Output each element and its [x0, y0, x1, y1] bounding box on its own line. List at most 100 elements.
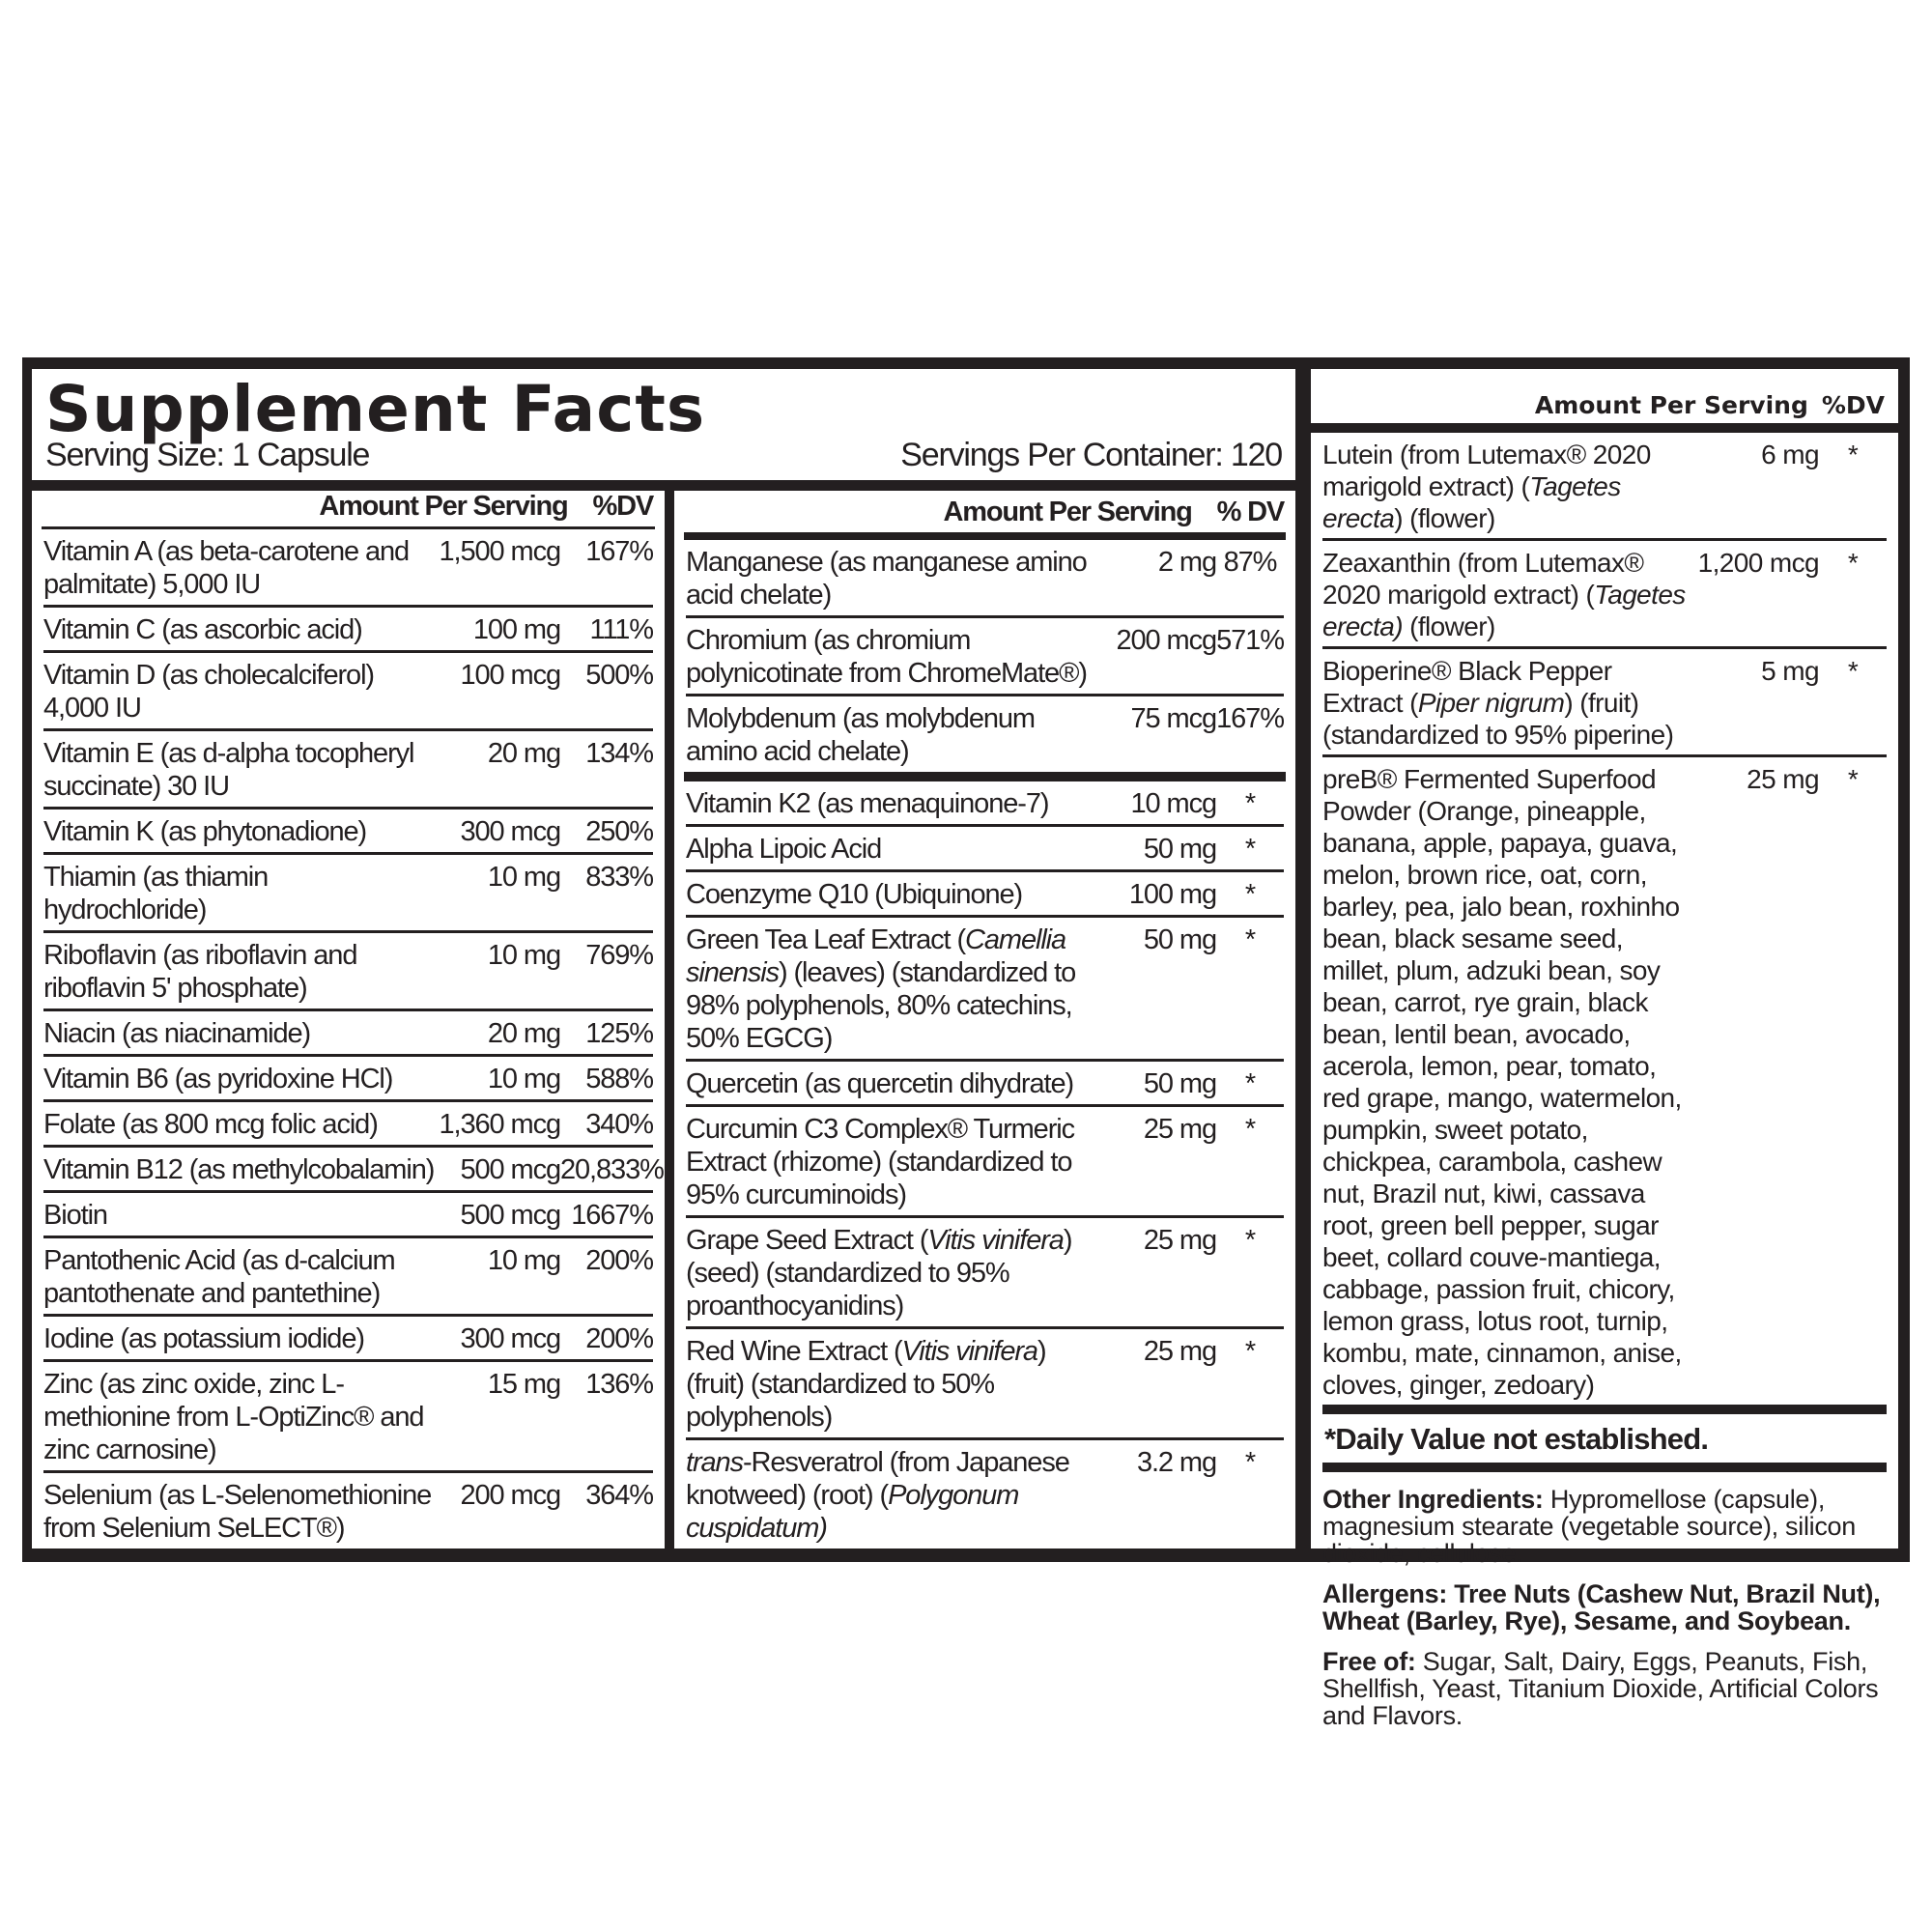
- column-3-header-panel: Amount Per Serving %DV: [1311, 369, 1898, 423]
- nutrient-name: Vitamin D (as cholecalciferol) 4,000 IU: [43, 659, 435, 724]
- nutrient-name: Folate (as 800 mcg folic acid): [43, 1108, 435, 1141]
- nutrient-name-italic: Tagetes erecta): [1322, 580, 1686, 641]
- nutrient-amount: 200 mcg: [1116, 625, 1217, 656]
- nutrient-row: Iodine (as potassium iodide) 300 mcg 200%: [43, 1317, 654, 1362]
- nutrient-name: Vitamin C (as ascorbic acid): [43, 613, 435, 646]
- nutrient-name-text: Green Tea Leaf Extract (: [686, 924, 966, 955]
- free-of: Free of: Sugar, Salt, Dairy, Eggs, Peanu…: [1322, 1648, 1887, 1729]
- nutrient-name: Vitamin E (as d-alpha tocopheryl succina…: [43, 737, 435, 803]
- nutrient-name-text: Red Wine Extract (: [686, 1336, 903, 1367]
- divider: [684, 531, 1286, 540]
- dv-header: %DV: [592, 491, 655, 522]
- nutrient-amount: 10 mg: [487, 1064, 561, 1094]
- nutrient-row: Molybdenum (as molybdenum amino acid che…: [686, 696, 1285, 772]
- nutrient-name: Biotin: [43, 1199, 435, 1232]
- nutrient-dv: *: [1847, 440, 1859, 469]
- nutrient-name: Vitamin K (as phytonadione): [43, 815, 435, 848]
- nutrient-name: Selenium (as L-Selenomethionine from Sel…: [43, 1479, 435, 1545]
- column-header: Amount Per Serving %DV: [43, 491, 655, 526]
- nutrient-row: Niacin (as niacinamide) 20 mg 125%: [43, 1011, 654, 1057]
- nutrient-rows: Manganese (as manganese amino acid chela…: [684, 540, 1286, 1548]
- nutrient-dv: *: [1244, 1447, 1256, 1478]
- nutrient-amount: 25 mg: [1747, 764, 1819, 794]
- nutrient-dv: 340%: [585, 1109, 654, 1140]
- nutrient-dv: 364%: [585, 1480, 654, 1511]
- free-of-text: Sugar, Salt, Dairy, Eggs, Peanuts, Fish,…: [1322, 1647, 1879, 1730]
- nutrient-amount: 100 mg: [472, 614, 561, 645]
- nutrient-dv: 200%: [585, 1245, 654, 1276]
- nutrient-row: Lutein (from Lutemax® 2020 marigold extr…: [1322, 433, 1887, 541]
- nutrient-name-italic: Vitis vinifera: [927, 1225, 1065, 1256]
- nutrient-dv: 571%: [1216, 625, 1285, 656]
- nutrient-row: Vitamin B12 (as methylcobalamin) 500 mcg 2…: [43, 1148, 665, 1193]
- allergens: Allergens: Tree Nuts (Cashew Nut, Brazil…: [1322, 1580, 1887, 1634]
- nutrient-row: Green Tea Leaf Extract (Camellia sinensi…: [686, 918, 1284, 1062]
- nutrient-row: Biotin 500 mcg 1667%: [43, 1193, 654, 1238]
- nutrient-dv: *: [1244, 924, 1256, 955]
- amount-header: Amount Per Serving: [943, 496, 1192, 527]
- nutrient-name-text: Manganese (as manganese amino acid chela…: [686, 547, 1088, 611]
- nutrient-name: Zinc (as zinc oxide, zinc L-methionine f…: [43, 1368, 435, 1466]
- nutrient-name-text: Biotin: [43, 1200, 108, 1231]
- nutrient-name-text: preB® Fermented Superfood Powder (Orange…: [1322, 764, 1682, 1400]
- nutrient-name: Pantothenic Acid (as d-calcium pantothen…: [43, 1244, 435, 1310]
- nutrient-row: Coenzyme Q10 (Ubiquinone) 100 mg *: [686, 872, 1284, 918]
- nutrient-name-text: Vitamin D (as cholecalciferol) 4,000 IU: [43, 660, 375, 724]
- nutrient-name-text: Vitamin B6 (as pyridoxine HCl): [43, 1064, 393, 1094]
- nutrient-name-italic: Polygonum cuspidatum): [686, 1480, 1019, 1544]
- nutrient-amount: 50 mg: [1143, 924, 1217, 955]
- nutrient-amount: 20 mg: [487, 738, 561, 769]
- nutrient-dv: *: [1244, 1068, 1256, 1099]
- nutrient-row: Riboflavin (as riboflavin and riboflavin…: [43, 933, 654, 1011]
- nutrient-amount: 25 mg: [1143, 1225, 1217, 1256]
- nutrient-name-text: Molybdenum (as molybdenum amino acid che…: [686, 703, 1036, 767]
- nutrient-name-text: Grape Seed Extract (: [686, 1225, 929, 1256]
- nutrient-name: Niacin (as niacinamide): [43, 1017, 435, 1050]
- nutrient-dv: 500%: [585, 660, 654, 691]
- nutrient-name-text: Niacin (as niacinamide): [43, 1018, 311, 1049]
- nutrient-name-text: -Resveratrol (from Japanese knotweed) (r…: [686, 1447, 1070, 1511]
- nutrient-name: Vitamin K2 (as menaquinone-7): [686, 787, 1100, 820]
- nutrient-amount: 300 mcg: [460, 1323, 561, 1354]
- nutrient-column-2: Amount Per Serving % DV Manganese (as ma…: [674, 491, 1295, 1548]
- nutrient-dv: 588%: [585, 1064, 654, 1094]
- nutrient-dv: 125%: [585, 1018, 654, 1049]
- nutrient-name: Vitamin B12 (as methylcobalamin): [43, 1153, 435, 1186]
- nutrient-amount: 1,500 mcg: [439, 536, 561, 567]
- supplement-facts-panel: Supplement Facts Serving Size: 1 Capsule…: [22, 357, 1910, 1729]
- nutrient-amount: 1,200 mcg: [1697, 548, 1820, 578]
- nutrient-rows: Lutein (from Lutemax® 2020 marigold extr…: [1322, 433, 1887, 1405]
- nutrient-name-text: Riboflavin (as riboflavin and riboflavin…: [43, 940, 357, 1004]
- nutrient-name-text: Vitamin A (as beta-carotene and palmitat…: [43, 536, 410, 600]
- nutrient-dv: *: [1244, 879, 1256, 910]
- amount-header: Amount Per Serving: [1534, 391, 1808, 419]
- nutrient-dv: 167%: [585, 536, 654, 567]
- nutrient-name: Vitamin A (as beta-carotene and palmitat…: [43, 535, 435, 601]
- free-of-label: Free of:: [1322, 1647, 1416, 1676]
- thick-divider: [684, 772, 1286, 781]
- nutrient-name: Iodine (as potassium iodide): [43, 1322, 435, 1355]
- nutrient-name: trans-Resveratrol (from Japanese knotwee…: [686, 1446, 1100, 1545]
- nutrient-name-text: Vitamin C (as ascorbic acid): [43, 614, 363, 645]
- nutrient-amount: 75 mcg: [1130, 703, 1218, 734]
- nutrient-name-text: ) (leaves) (standardized to 98% polyphen…: [686, 957, 1076, 1054]
- nutrient-row: Vitamin B6 (as pyridoxine HCl) 10 mg 588%: [43, 1057, 654, 1102]
- nutrient-dv: 769%: [585, 940, 654, 971]
- nutrient-row: Zeaxanthin (from Lutemax® 2020 marigold …: [1322, 541, 1887, 649]
- nutrient-dv: *: [1847, 656, 1859, 686]
- nutrient-row: Vitamin E (as d-alpha tocopheryl succina…: [43, 731, 654, 810]
- nutrient-name-text: Chromium (as chromium polynicotinate fro…: [686, 625, 1088, 689]
- nutrient-name: Molybdenum (as molybdenum amino acid che…: [686, 702, 1100, 768]
- nutrient-name-italic: trans: [686, 1447, 744, 1478]
- nutrient-name-text: Thiamin (as thiamin hydrochloride): [43, 862, 269, 925]
- nutrient-amount: 15 mg: [487, 1369, 561, 1400]
- nutrient-dv: *: [1244, 1336, 1256, 1367]
- nutrient-amount: 100 mcg: [460, 660, 561, 691]
- nutrient-name-italic: Vitis vinifera: [901, 1336, 1039, 1367]
- nutrient-amount: 5 mg: [1761, 656, 1819, 686]
- nutrient-dv: *: [1847, 764, 1859, 794]
- nutrient-rows: Vitamin A (as beta-carotene and palmitat…: [43, 529, 665, 1548]
- nutrient-name-text: Vitamin B12 (as methylcobalamin): [43, 1154, 435, 1185]
- nutrient-name-italic: Piper nigrum: [1417, 688, 1565, 718]
- nutrient-name: Vitamin B6 (as pyridoxine HCl): [43, 1063, 435, 1095]
